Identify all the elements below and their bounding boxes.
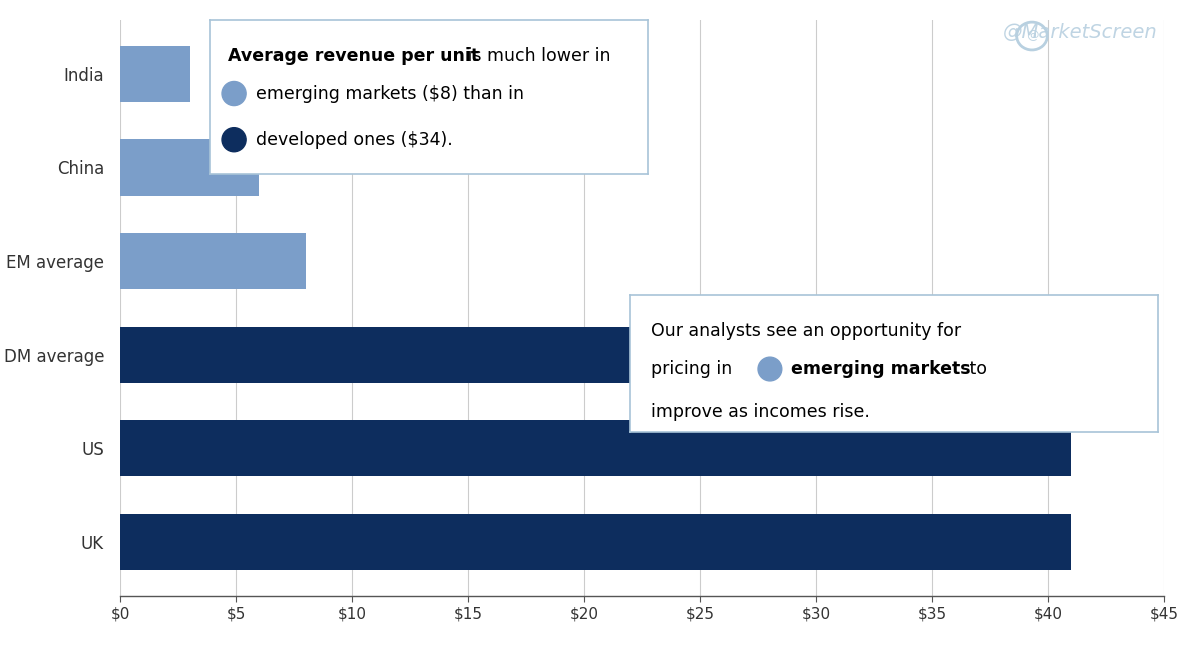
Text: @MarketScreen: @MarketScreen	[1003, 23, 1158, 42]
Bar	[120, 46, 190, 102]
Text: pricing in: pricing in	[652, 360, 738, 378]
Bar	[120, 327, 908, 383]
Bar	[120, 420, 1072, 476]
Text: Our analysts see an opportunity for: Our analysts see an opportunity for	[652, 322, 961, 340]
Text: developed ones ($34).: developed ones ($34).	[256, 131, 452, 149]
Bar	[120, 140, 259, 196]
Text: is much lower in: is much lower in	[462, 47, 611, 66]
Text: @: @	[1026, 29, 1038, 43]
Ellipse shape	[222, 81, 246, 105]
Bar	[120, 514, 1072, 570]
Ellipse shape	[758, 357, 782, 381]
Text: to: to	[965, 360, 988, 378]
Text: emerging markets: emerging markets	[791, 360, 971, 378]
Text: improve as incomes rise.: improve as incomes rise.	[652, 403, 870, 421]
Text: Average revenue per unit: Average revenue per unit	[228, 47, 479, 66]
Text: emerging markets ($8) than in: emerging markets ($8) than in	[256, 84, 524, 103]
Bar	[120, 233, 306, 289]
Ellipse shape	[222, 128, 246, 152]
